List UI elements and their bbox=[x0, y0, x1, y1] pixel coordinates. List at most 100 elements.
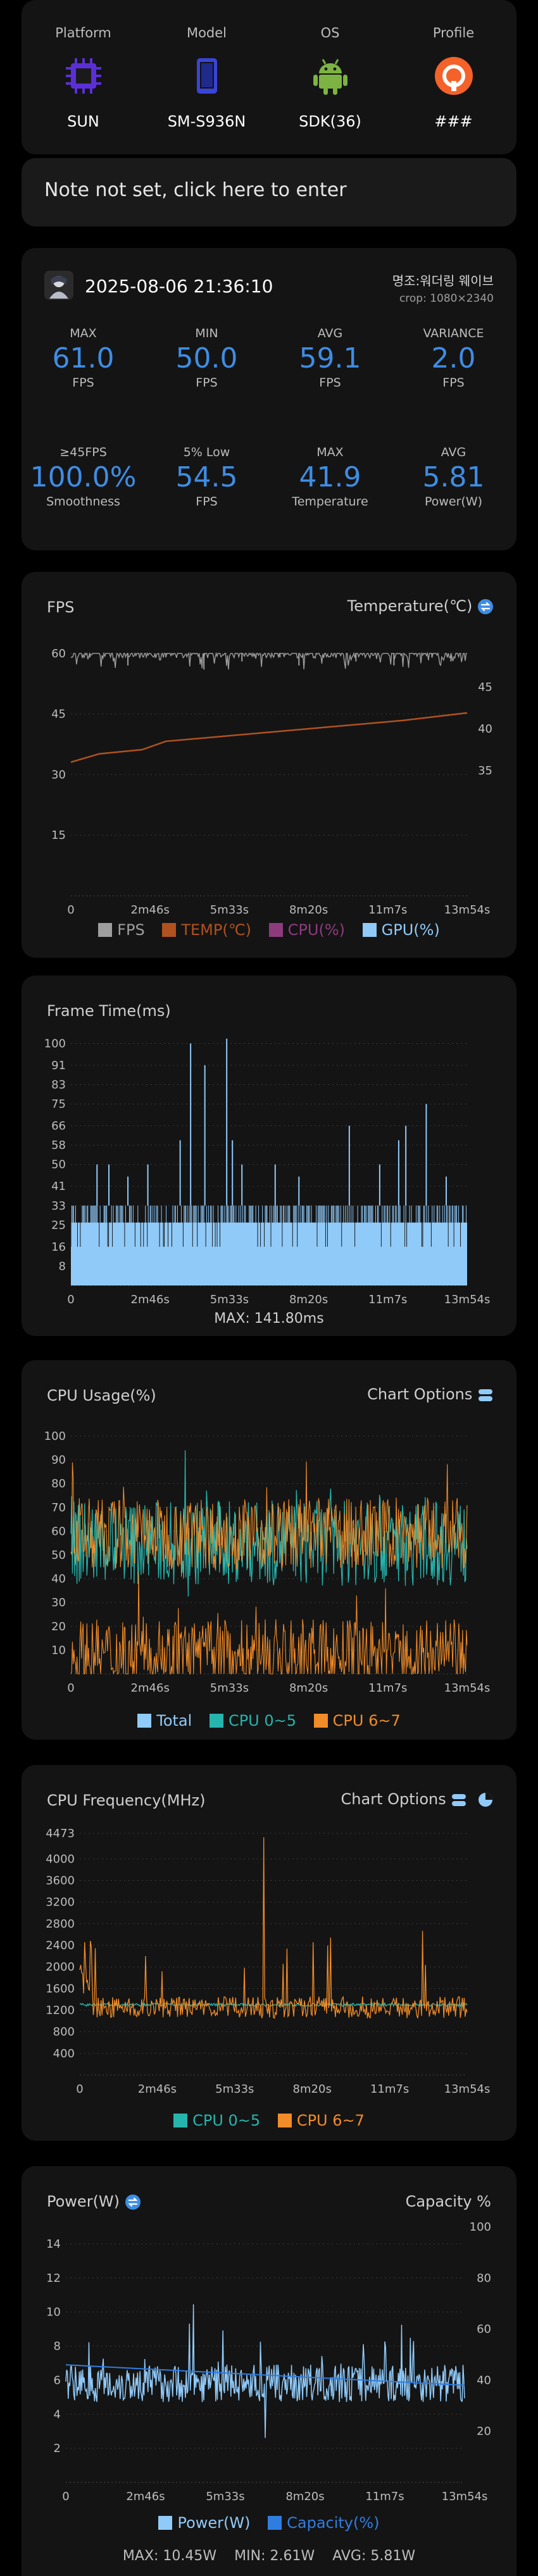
legend-item-power[interactable]: Power(W) bbox=[158, 2514, 250, 2532]
toggle-icon[interactable] bbox=[477, 1387, 494, 1403]
stat-value: 50.0 bbox=[175, 342, 238, 375]
legend-item-cpu-0-5[interactable]: CPU 0~5 bbox=[173, 2112, 260, 2129]
temperature-title-label: Temperature(℃) bbox=[347, 597, 473, 615]
fps-chart-title: FPS bbox=[47, 598, 75, 616]
power-legend: Power(W) Capacity(%) bbox=[22, 2514, 516, 2532]
legend-swatch bbox=[277, 2114, 292, 2127]
stat-value: 100.0% bbox=[30, 461, 137, 493]
x-tick-label: 13m54s bbox=[444, 903, 491, 917]
power-series-line bbox=[65, 2304, 465, 2438]
x-tick-label: 2m46s bbox=[131, 903, 170, 917]
y-tick-label: 50 bbox=[51, 1549, 66, 1562]
legend-item-temp[interactable]: TEMP(℃) bbox=[162, 921, 251, 939]
profile-icon[interactable] bbox=[432, 54, 475, 97]
legend-item-total[interactable]: Total bbox=[137, 1712, 192, 1730]
cpu-6-7-low-series-line bbox=[70, 1572, 468, 1675]
model-value: SM-S936N bbox=[167, 113, 246, 130]
y-tick-label: 10 bbox=[46, 2306, 61, 2319]
note-card[interactable]: Note not set, click here to enter bbox=[22, 158, 516, 226]
x-tick-label: 0 bbox=[67, 903, 74, 917]
y-tick-label: 4473 bbox=[46, 1827, 75, 1840]
legend-swatch bbox=[137, 1714, 152, 1728]
swap-icon[interactable] bbox=[125, 2194, 141, 2210]
power-chart-title-label: Power(W) bbox=[47, 2193, 120, 2210]
y-tick-label: 2000 bbox=[46, 1960, 75, 1974]
y-tick-label: 8 bbox=[59, 1260, 66, 1273]
phone-icon bbox=[196, 58, 217, 94]
x-tick-label: 13m54s bbox=[444, 2083, 491, 2096]
legend-item-cpu-6-7[interactable]: CPU 6~7 bbox=[277, 2112, 365, 2129]
cpu-frequency-chart-card: CPU Frequency(MHz) Chart Options 400 800 1… bbox=[22, 1765, 516, 2141]
stat-value: 59.1 bbox=[299, 342, 361, 375]
stat-5pct-low: 5% Low 54.5 FPS bbox=[145, 445, 268, 509]
legend-label: CPU 6~7 bbox=[332, 1712, 401, 1730]
fps-chart: 15 30 45 60 0 2m46s 5m33s 8m20s 11m7s 13m54s 35 40 4… bbox=[51, 647, 492, 917]
y-tick-label: 33 bbox=[51, 1199, 66, 1213]
y-tick-label: 25 bbox=[51, 1218, 66, 1232]
pie-chart-icon[interactable] bbox=[477, 1792, 494, 1808]
stat-unit: FPS bbox=[196, 495, 218, 509]
legend-item-cpu[interactable]: CPU(%) bbox=[268, 921, 345, 939]
stat-variance: VARIANCE 2.0 FPS bbox=[392, 326, 515, 390]
y-tick-label: 75 bbox=[51, 1098, 66, 1111]
swap-icon[interactable] bbox=[477, 598, 494, 615]
power-chart-card: Power(W) Capacity % 2 4 6 8 10 12 14 0 2m46s 5m33… bbox=[22, 2166, 516, 2576]
legend-swatch bbox=[173, 2114, 188, 2127]
y-tick-label: 16 bbox=[51, 1241, 66, 1254]
x-tick-label: 2m46s bbox=[131, 1293, 170, 1304]
y-tick-label: 3200 bbox=[46, 1896, 75, 1909]
x-tick-label: 2m46s bbox=[138, 2083, 177, 2096]
x-tick-label: 8m20s bbox=[293, 2083, 332, 2096]
platform-value: SUN bbox=[67, 113, 99, 130]
session-card: 2025-08-06 21:36:10 명조:워더링 웨이브 crop: 108… bbox=[22, 248, 516, 550]
power-chart-title[interactable]: Power(W) bbox=[47, 2193, 141, 2210]
stat-label: AVG bbox=[441, 445, 466, 459]
stat-unit: FPS bbox=[319, 376, 341, 390]
model-label: Model bbox=[186, 25, 227, 40]
frametime-chart-title: Frame Time(ms) bbox=[47, 1002, 171, 1020]
profile-value: ### bbox=[434, 113, 473, 130]
x-tick-label: 8m20s bbox=[285, 2490, 324, 2503]
stat-unit: Smoothness bbox=[46, 495, 120, 509]
y-tick-label: 6 bbox=[54, 2374, 61, 2387]
y2-tick-label: 100 bbox=[470, 2220, 491, 2234]
stat-label: ≥45FPS bbox=[59, 445, 107, 459]
toggle-icon[interactable] bbox=[451, 1792, 467, 1808]
cpu-6-7-high-series-line bbox=[70, 1461, 468, 1577]
cpu-6-7-freq-line bbox=[79, 1837, 468, 2019]
x-tick-label: 11m7s bbox=[365, 2490, 404, 2503]
legend-item-cpu-6-7[interactable]: CPU 6~7 bbox=[313, 1712, 401, 1730]
stat-label: 5% Low bbox=[183, 445, 230, 459]
stat-unit: Temperature bbox=[292, 495, 368, 509]
y-tick-label: 91 bbox=[51, 1059, 66, 1072]
legend-item-fps[interactable]: FPS bbox=[98, 921, 145, 939]
x-tick-label: 11m7s bbox=[368, 903, 407, 917]
x-tick-label: 8m20s bbox=[289, 1293, 328, 1304]
legend-item-cpu-0-5[interactable]: CPU 0~5 bbox=[209, 1712, 296, 1730]
legend-label: Capacity(%) bbox=[287, 2514, 380, 2532]
y-tick-label: 90 bbox=[51, 1454, 66, 1467]
os-label: OS bbox=[320, 25, 340, 40]
legend-swatch bbox=[268, 2516, 282, 2530]
temperature-title[interactable]: Temperature(℃) bbox=[347, 597, 494, 615]
y-tick-label: 80 bbox=[51, 1477, 66, 1490]
x-tick-label: 11m7s bbox=[370, 2083, 409, 2096]
stat-avg-power: AVG 5.81 Power(W) bbox=[392, 445, 515, 509]
legend-item-gpu[interactable]: GPU(%) bbox=[362, 921, 440, 939]
frametime-chart: 8 16 25 33 41 50 58 66 75 83 91 100 0 2m46s 5m33s 8m20s… bbox=[44, 1037, 491, 1304]
chip-icon bbox=[65, 58, 101, 94]
cpu-frequency-chart-options[interactable]: Chart Options bbox=[341, 1790, 494, 1808]
legend-item-capacity[interactable]: Capacity(%) bbox=[268, 2514, 380, 2532]
stat-value: 41.9 bbox=[299, 461, 361, 493]
stat-max-fps: MAX 61.0 FPS bbox=[22, 326, 145, 390]
chart-options-label: Chart Options bbox=[367, 1385, 473, 1403]
app-icon bbox=[44, 271, 73, 300]
app-name: 명조:워더링 웨이브 bbox=[392, 273, 494, 288]
cpu-usage-chart-options[interactable]: Chart Options bbox=[367, 1385, 494, 1403]
note-text[interactable]: Note not set, click here to enter bbox=[44, 179, 347, 201]
frametime-chart-card: Frame Time(ms) 8 16 25 33 41 50 58 66 75 83 91 100 0… bbox=[22, 975, 516, 1336]
platform-label: Platform bbox=[55, 25, 111, 40]
temp-series-line bbox=[70, 712, 468, 763]
y-tick-label: 1200 bbox=[46, 2004, 75, 2017]
x-tick-label: 5m33s bbox=[210, 1681, 249, 1695]
